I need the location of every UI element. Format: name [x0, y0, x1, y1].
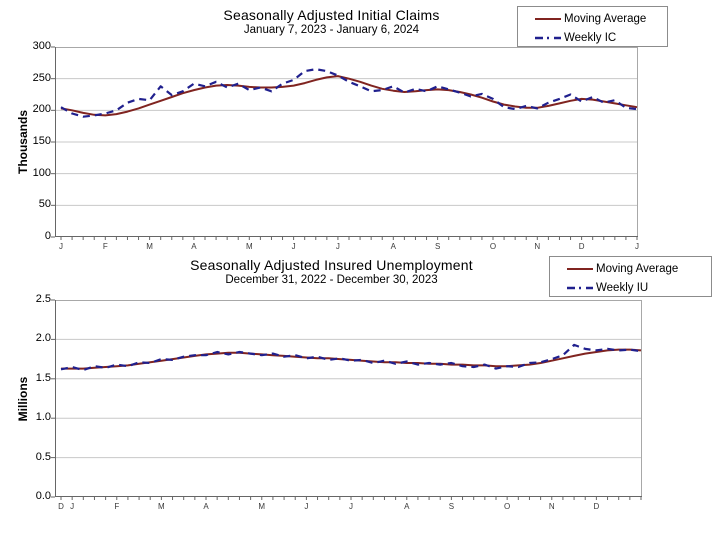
y-tick-label: 250 — [32, 71, 51, 84]
y-tick-label: 2.0 — [35, 332, 51, 345]
x-tick-label: J — [70, 502, 75, 511]
chart-title: Seasonally Adjusted Insured Unemployment — [190, 257, 473, 273]
y-tick-label: 0.0 — [35, 490, 51, 502]
plot-area — [51, 46, 638, 240]
moving-average-line — [60, 75, 638, 117]
plot-area — [51, 299, 642, 500]
y-tick-label: 200 — [32, 103, 51, 116]
x-tick-label: A — [203, 502, 209, 511]
legend: Moving Average Weekly IC — [517, 6, 668, 47]
x-tick-label: D — [593, 502, 600, 511]
y-tick-label: 100 — [32, 166, 51, 179]
x-tick-label: A — [390, 242, 396, 251]
moving-average-line-icon — [535, 17, 561, 20]
x-tick-label: A — [404, 502, 410, 511]
initial-claims-chart: Seasonally Adjusted Initial Claims Janua… — [0, 0, 723, 251]
x-tick-label: F — [114, 502, 120, 511]
x-tick-label: J — [59, 242, 63, 251]
chart-title: Seasonally Adjusted Initial Claims — [223, 7, 440, 23]
y-tick-label: 0.5 — [35, 450, 51, 463]
x-tick-label: M — [146, 242, 153, 251]
plot-svg — [51, 46, 638, 240]
x-tick-label: J — [335, 242, 340, 251]
weekly-line-icon — [535, 36, 561, 39]
weekly-iu-line — [60, 343, 642, 372]
legend-label: Moving Average — [596, 262, 679, 275]
y-tick-label: 50 — [38, 198, 51, 211]
moving-average-line-icon — [567, 267, 593, 270]
x-tick-label: D — [578, 242, 585, 251]
x-tick-label: M — [158, 502, 165, 511]
y-tick-label: 2.5 — [35, 293, 51, 305]
plot-border — [55, 300, 642, 497]
x-tick-label: J — [291, 242, 296, 251]
legend: Moving Average Weekly IU — [549, 256, 712, 297]
chart-subtitle: December 31, 2022 - December 30, 2023 — [225, 274, 438, 286]
x-tick-label: J — [349, 502, 353, 511]
x-tick-label: N — [534, 242, 541, 251]
legend-item-weekly-ic: Weekly IC — [518, 29, 667, 46]
insured-unemployment-chart: Seasonally Adjusted Insured Unemployment… — [0, 252, 723, 516]
weekly-ic-line — [60, 68, 638, 118]
x-tick-label: J — [304, 502, 309, 511]
x-tick-label: O — [504, 502, 511, 511]
x-tick-label: D — [58, 502, 64, 511]
weekly-line-icon — [567, 286, 593, 289]
x-tick-label: A — [191, 242, 197, 251]
legend-item-moving-average: Moving Average — [518, 10, 667, 27]
y-tick-label: 1.0 — [35, 411, 51, 424]
legend-label: Weekly IU — [596, 281, 649, 294]
x-tick-label: M — [258, 502, 266, 511]
legend-item-moving-average: Moving Average — [550, 260, 711, 277]
x-tick-label: M — [245, 242, 253, 251]
chart-subtitle: January 7, 2023 - January 6, 2024 — [243, 24, 420, 36]
x-tick-label: O — [489, 242, 497, 251]
x-tick-label: J — [635, 242, 639, 251]
plot-svg — [51, 299, 642, 500]
legend-item-weekly-iu: Weekly IU — [550, 279, 711, 296]
y-tick-label: 300 — [32, 40, 51, 52]
legend-label: Moving Average — [564, 12, 647, 25]
x-tick-label: F — [102, 242, 108, 251]
y-tick-label: 0 — [44, 230, 51, 242]
x-tick-label: S — [448, 502, 455, 511]
legend-label: Weekly IC — [564, 31, 617, 44]
y-tick-label: 1.5 — [35, 371, 51, 384]
y-tick-label: 150 — [32, 135, 51, 147]
x-tick-label: N — [548, 502, 555, 511]
x-tick-label: S — [434, 242, 441, 251]
